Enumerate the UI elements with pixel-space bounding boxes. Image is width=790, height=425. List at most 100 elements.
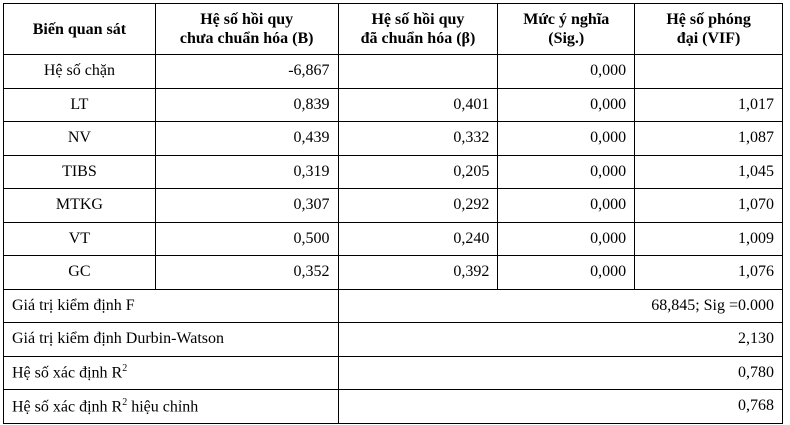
value-cell: 0,000 (497, 221, 636, 256)
summary-label: Giá trị kiểm định F (3, 288, 339, 323)
value-cell: 0,352 (154, 255, 339, 290)
header-text: (Sig.) (548, 30, 585, 47)
variable-cell: NV (3, 121, 156, 156)
variable-cell: GC (3, 255, 156, 290)
cell-text: 0,439 (293, 129, 330, 147)
value-cell: 0,292 (337, 188, 499, 223)
cell-text: 0,292 (453, 196, 490, 214)
cell-text: Hệ số chặn (43, 62, 115, 80)
summary-row: Hệ số xác định R2 0,780 (3, 355, 784, 390)
header-row: Biến quan sát Hệ số hồi quy chưa chuẩn hóa… (3, 3, 783, 55)
value-cell: 1,076 (634, 255, 783, 290)
header-cell: Hệ số phóng đại (VIF) (634, 3, 783, 55)
header-text: Biến quan sát (32, 20, 127, 38)
cell-text: 0,205 (453, 162, 490, 180)
value-cell: 1,087 (634, 121, 783, 156)
value-cell: 1,070 (634, 188, 783, 223)
label-text: Giá trị kiểm định F (12, 296, 135, 314)
value-cell: 0,401 (337, 87, 499, 122)
cell-text: 0,352 (293, 263, 330, 281)
label-text: Giá trị kiểm định Durbin-Watson (12, 330, 225, 348)
summary-label: Hệ số xác định R2 hiệu chỉnh (3, 389, 339, 424)
cell-text: 0,401 (453, 95, 490, 113)
regression-table: Biến quan sát Hệ số hồi quy chưa chuẩn hóa… (3, 3, 784, 424)
value-cell (634, 54, 783, 89)
value-cell: 0,000 (497, 188, 636, 223)
cell-text: 0,500 (293, 229, 330, 247)
value-text: 68,845; Sig =0.000 (651, 296, 774, 314)
summary-value: 0,780 (337, 355, 784, 390)
header-text: Mức ý nghĩa (523, 11, 610, 28)
value-text: 0,780 (738, 363, 774, 381)
cell-text: GC (68, 263, 91, 281)
cell-text: 1,076 (738, 263, 774, 281)
summary-row: Giá trị kiểm định F 68,845; Sig =0.000 (3, 288, 784, 323)
value-cell: 0,000 (497, 87, 636, 122)
variable-cell: MTKG (3, 188, 156, 223)
value-cell: 0,307 (154, 188, 339, 223)
variable-cell: VT (3, 221, 156, 256)
data-row: Hệ số chặn -6,867 0,000 (3, 54, 783, 89)
cell-text: 0,000 (590, 95, 627, 113)
cell-text: 0,000 (590, 62, 627, 80)
header-text: Hệ số phóng (666, 11, 751, 28)
header-text: đại (VIF) (676, 30, 741, 47)
data-row: GC 0,352 0,392 0,000 1,076 (3, 255, 783, 290)
value-cell: 0,000 (497, 54, 636, 89)
summary-row: Giá trị kiểm định Durbin-Watson 2,130 (3, 322, 784, 357)
superscript: 2 (122, 363, 128, 375)
label-suffix: hiệu chỉnh (127, 397, 199, 415)
value-cell: 0,240 (337, 221, 499, 256)
data-row: NV 0,439 0,332 0,000 1,087 (3, 121, 783, 156)
data-row: MTKG 0,307 0,292 0,000 1,070 (3, 188, 783, 223)
cell-text: 0,307 (293, 196, 330, 214)
value-cell (337, 54, 499, 89)
summary-label: Hệ số xác định R2 (3, 355, 339, 390)
cell-text: 0,000 (590, 129, 627, 147)
summary-value: 0,768 (337, 389, 784, 424)
data-row: TIBS 0,319 0,205 0,000 1,045 (3, 154, 783, 189)
value-cell: -6,867 (154, 54, 339, 89)
header-text: đã chuẩn hóa (β) (360, 30, 476, 47)
value-cell: 0,839 (154, 87, 339, 122)
cell-text: 0,839 (293, 95, 330, 113)
value-cell: 1,017 (634, 87, 783, 122)
superscript: 2 (122, 396, 128, 408)
summary-label: Giá trị kiểm định Durbin-Watson (3, 322, 339, 357)
value-cell: 0,332 (337, 121, 499, 156)
value-text: 2,130 (738, 330, 774, 348)
data-row: LT 0,839 0,401 0,000 1,017 (3, 87, 783, 122)
table-header: Biến quan sát Hệ số hồi quy chưa chuẩn hóa… (3, 3, 783, 55)
header-cell: Biến quan sát (3, 3, 156, 55)
cell-text: 0,000 (590, 196, 627, 214)
cell-text: 0,319 (293, 162, 330, 180)
cell-text: MTKG (55, 196, 103, 214)
value-cell: 1,045 (634, 154, 783, 189)
variable-cell: Hệ số chặn (3, 54, 156, 89)
value-cell: 0,439 (154, 121, 339, 156)
cell-text: VT (68, 229, 91, 247)
value-cell: 0,000 (497, 255, 636, 290)
cell-text: 0,332 (453, 129, 490, 147)
label-text: Hệ số xác định R (12, 397, 123, 415)
cell-text: 1,017 (738, 95, 774, 113)
header-cell: Hệ số hồi quy chưa chuẩn hóa (B) (154, 3, 339, 55)
cell-text: NV (67, 129, 91, 147)
cell-text: 0,000 (590, 229, 627, 247)
cell-text: 1,009 (738, 229, 774, 247)
header-text: chưa chuẩn hóa (B) (179, 30, 314, 47)
value-text: 0,768 (738, 397, 774, 415)
value-cell: 0,392 (337, 255, 499, 290)
cell-text: 0,000 (590, 263, 627, 281)
cell-text: 0,392 (453, 263, 490, 281)
header-text: Hệ số hồi quy (200, 11, 294, 28)
value-cell: 0,000 (497, 154, 636, 189)
label-text: Hệ số xác định R (12, 364, 123, 382)
summary-value: 68,845; Sig =0.000 (337, 288, 784, 323)
variable-cell: LT (3, 87, 156, 122)
value-cell: 0,319 (154, 154, 339, 189)
variable-cell: TIBS (3, 154, 156, 189)
cell-text: 1,045 (738, 162, 774, 180)
value-cell: 0,500 (154, 221, 339, 256)
